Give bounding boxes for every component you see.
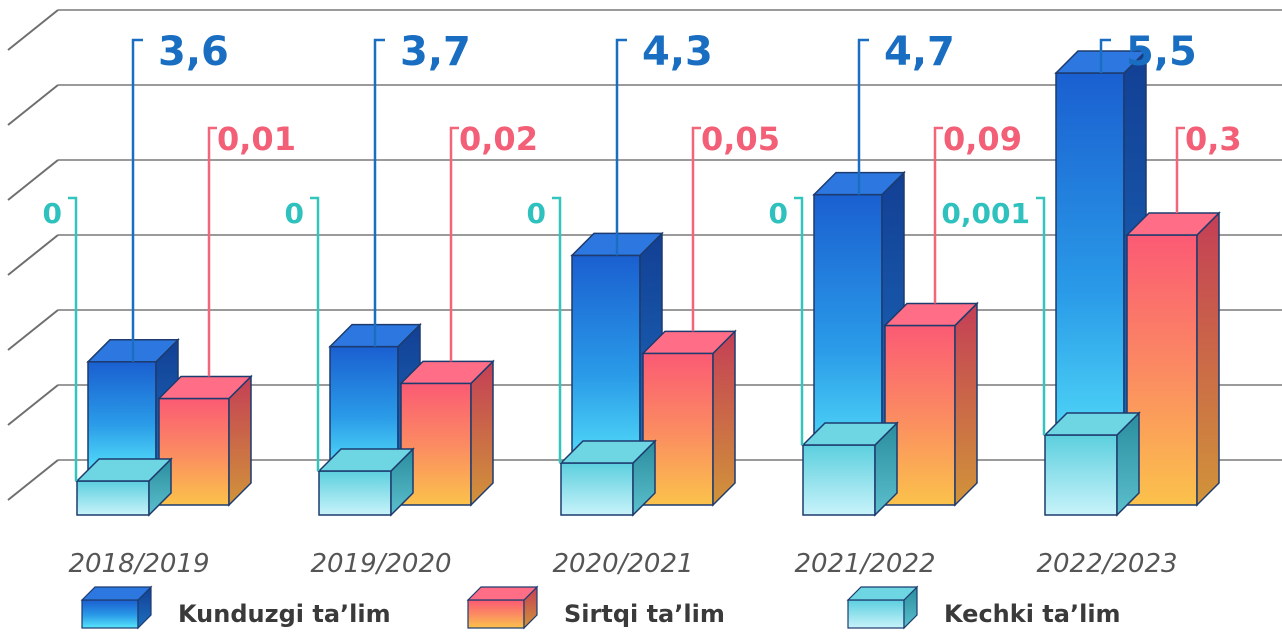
leader-line-kechki <box>310 196 320 471</box>
legend-label: Sirtqi ta’lim <box>564 600 725 628</box>
bar-kechki <box>559 439 657 517</box>
legend-swatch-top <box>80 586 153 601</box>
value-label-kechki: 0 <box>527 197 546 230</box>
gridline-side <box>7 159 59 201</box>
bar-sirtqi-side <box>1196 211 1220 507</box>
gridline-side <box>7 84 59 126</box>
bar-kechki <box>75 457 173 517</box>
bar-kechki-top <box>801 422 899 446</box>
bars-layer <box>75 49 1221 517</box>
value-label-sirtqi: 0,09 <box>943 120 1022 158</box>
value-labels-layer: 3,6 0,01 0 3,7 0,02 0 4,3 0,05 0 4,7 0,09 0 5,5 0,3 0,… <box>43 29 1242 481</box>
bar-kechki <box>801 421 899 517</box>
x-axis-tick-label: 2019/2020 <box>310 549 451 579</box>
leader-line-sirtqi <box>691 126 701 332</box>
bar-sirtqi-side <box>712 329 736 507</box>
leader-line-kunduzgi <box>373 38 385 347</box>
value-label-kechki: 0 <box>285 197 304 230</box>
value-label-kunduzgi: 3,6 <box>158 29 229 75</box>
bar-kunduzgi <box>86 337 180 477</box>
legend-swatch-top <box>846 586 919 601</box>
gridline-side <box>7 9 59 51</box>
bar-kechki-top <box>75 458 173 482</box>
bar-kechki-top <box>317 448 415 472</box>
legend: Kunduzgi ta’lim Sirtqi ta’lim Kechki ta’li… <box>80 585 1121 630</box>
leader-line-sirtqi <box>207 126 217 377</box>
gridline-side <box>7 459 59 501</box>
leader-line-sirtqi <box>449 126 459 362</box>
bar-kechki <box>1043 411 1141 517</box>
gridline-side <box>7 234 59 276</box>
x-axis-labels: 2018/2019 2019/2020 2020/2021 2021/2022 2022… <box>68 549 1177 579</box>
legend-swatch-front <box>847 599 905 629</box>
bar-kechki-top <box>559 440 657 464</box>
leader-line-kechki <box>68 196 78 481</box>
bar-sirtqi <box>641 329 737 507</box>
bar-kechki-front <box>802 444 876 516</box>
bar-sirtqi-top <box>157 375 253 400</box>
bar-kechki-top <box>1043 412 1141 436</box>
bar-kunduzgi-front <box>571 254 641 476</box>
value-label-kechki: 0 <box>43 197 62 230</box>
legend-label: Kechki ta’lim <box>944 600 1121 628</box>
bar-kechki <box>317 447 415 517</box>
legend-label: Kunduzgi ta’lim <box>178 600 391 628</box>
x-axis-tick-label: 2022/2023 <box>1036 549 1177 579</box>
value-label-kechki: 0,001 <box>941 197 1030 230</box>
bar-kechki-front <box>1044 434 1118 516</box>
leader-line-sirtqi <box>1175 126 1185 213</box>
bar-sirtqi <box>399 359 495 507</box>
legend-swatch-top <box>466 586 539 601</box>
leader-line-kunduzgi <box>131 38 143 362</box>
x-axis-tick-label: 2020/2021 <box>552 549 693 579</box>
bar-kechki-front <box>76 480 150 516</box>
value-label-sirtqi: 0,01 <box>217 120 296 158</box>
leader-line-kunduzgi <box>857 38 869 195</box>
leader-line-kunduzgi <box>1099 38 1111 73</box>
legend-item: Kechki ta’lim <box>846 585 1121 630</box>
legend-swatch-front <box>467 599 525 629</box>
bar-sirtqi <box>1125 211 1221 507</box>
bar-sirtqi <box>157 374 253 507</box>
value-label-kunduzgi: 3,7 <box>400 29 471 75</box>
leader-line-kechki <box>794 196 804 445</box>
value-label-sirtqi: 0,3 <box>1185 120 1242 158</box>
bar-sirtqi-side <box>470 359 494 507</box>
bar-kunduzgi-front <box>87 361 157 476</box>
gridline-side <box>7 384 59 426</box>
bar-sirtqi <box>883 301 979 507</box>
bar-kechki-front <box>318 470 392 516</box>
value-label-kunduzgi: 4,7 <box>884 29 955 75</box>
x-axis-tick-label: 2018/2019 <box>68 549 209 579</box>
bar-kunduzgi-front <box>1055 72 1125 476</box>
bar-kechki-front <box>560 462 634 516</box>
value-label-sirtqi: 0,02 <box>459 120 538 158</box>
value-label-kunduzgi: 4,3 <box>642 29 713 75</box>
leader-line-kechki <box>1036 196 1046 435</box>
x-axis-tick-label: 2021/2022 <box>794 549 935 579</box>
bar-sirtqi-top <box>883 302 979 327</box>
value-label-kunduzgi: 5,5 <box>1126 29 1197 75</box>
value-label-kechki: 0 <box>769 197 788 230</box>
bar-sirtqi-side <box>954 301 978 507</box>
legend-swatch-front <box>81 599 139 629</box>
value-label-sirtqi: 0,05 <box>701 120 780 158</box>
gridline-side <box>7 309 59 351</box>
leader-line-kunduzgi <box>615 38 627 256</box>
legend-item: Sirtqi ta’lim <box>466 585 725 630</box>
leader-line-kechki <box>552 196 562 463</box>
bar-sirtqi-top <box>399 360 495 385</box>
bar-sirtqi-top <box>641 330 737 355</box>
bar-sirtqi-top <box>1125 212 1221 236</box>
legend-item: Kunduzgi ta’lim <box>80 585 391 630</box>
leader-line-sirtqi <box>933 126 943 304</box>
